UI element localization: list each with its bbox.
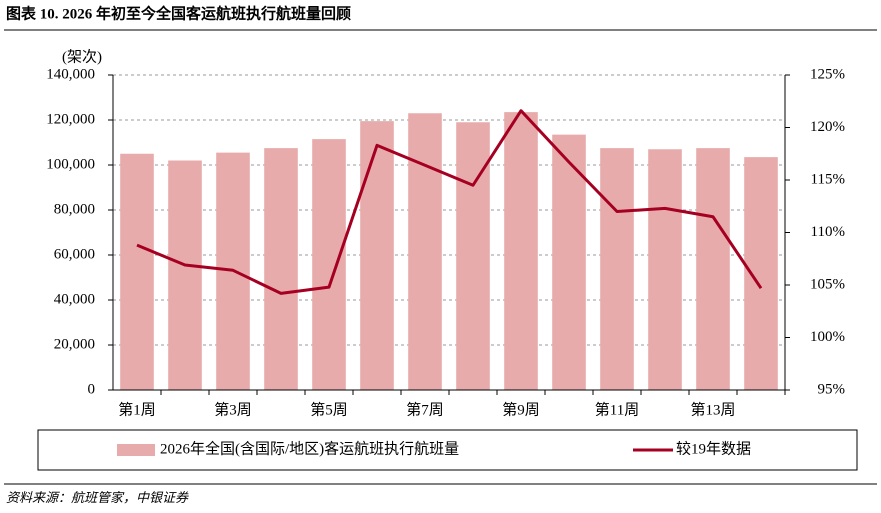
x-tick-label: 第5周 [310, 400, 348, 418]
bar [456, 122, 490, 390]
y2-tick-label: 110% [811, 224, 845, 240]
y-tick-label: 20,000 [54, 336, 95, 352]
y2-tick-label: 100% [810, 329, 845, 345]
bar [360, 121, 394, 390]
y2-tick-label: 125% [810, 66, 845, 82]
y-tick-label: 0 [88, 381, 96, 397]
legend-label: 较19年数据 [676, 439, 751, 457]
line [136, 109, 763, 295]
legend-swatch [117, 444, 155, 456]
legend-box [37, 429, 858, 471]
x-tick-label: 第7周 [406, 400, 444, 418]
bar [744, 157, 778, 390]
y-tick-label: 80,000 [54, 201, 95, 217]
bar [168, 160, 202, 390]
source-note: 资料来源：航班管家，中银证券 [6, 490, 189, 505]
y-tick-label: 60,000 [54, 246, 95, 262]
x-tick-label: 第3周 [214, 400, 252, 418]
chart-title: 图表 10. 2026 年初至今全国客运航班执行航班量回顾 [6, 4, 351, 22]
bar [648, 149, 682, 390]
y2-tick-label: 120% [810, 119, 845, 135]
y2-tick-label: 95% [818, 381, 846, 397]
bar [264, 148, 298, 390]
bar [408, 113, 442, 390]
bar [696, 148, 730, 390]
bar [312, 139, 346, 390]
y-tick-label: 100,000 [46, 156, 95, 172]
y-tick-label: 140,000 [46, 66, 95, 82]
y-tick-label: 120,000 [46, 111, 95, 127]
bar [600, 148, 634, 390]
x-tick-label: 第11周 [595, 400, 639, 418]
x-tick-label: 第13周 [690, 400, 735, 418]
bar [504, 112, 538, 390]
y2-tick-label: 115% [811, 171, 845, 187]
bar [120, 153, 154, 390]
x-tick-label: 第1周 [118, 400, 156, 418]
y-axis-label: (架次) [62, 48, 102, 65]
x-tick-label: 第9周 [502, 400, 540, 418]
bar [552, 134, 586, 390]
y-tick-label: 40,000 [54, 291, 95, 307]
y2-tick-label: 105% [810, 276, 845, 292]
legend-label: 2026年全国(含国际/地区)客运航班执行航班量 [160, 439, 459, 457]
